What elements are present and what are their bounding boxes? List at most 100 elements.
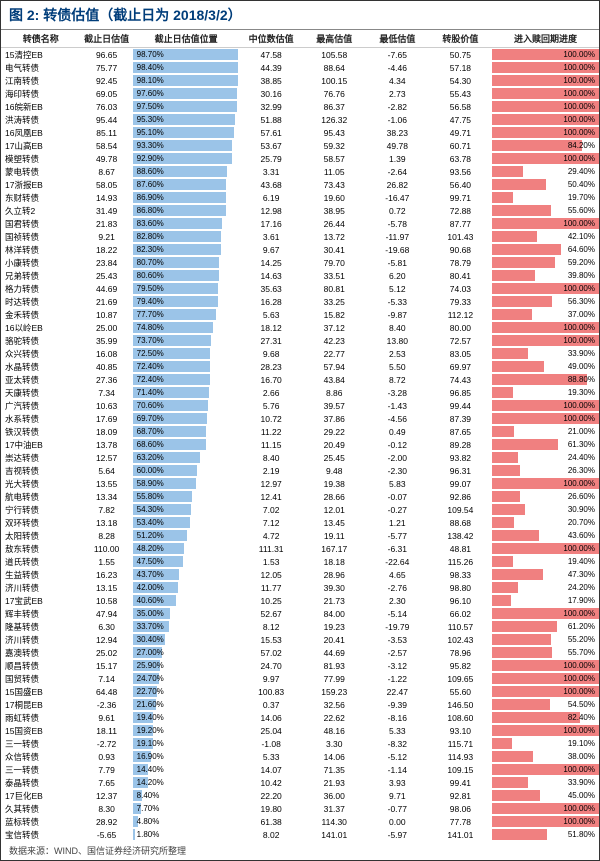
position-bar: 68.70% xyxy=(133,425,240,438)
table-row: 海印转债69.0597.60%30.1676.762.7355.43100.00… xyxy=(1,87,599,100)
val-cell: 47.58 xyxy=(240,48,303,62)
val-cell: 95.43 xyxy=(303,126,366,139)
val-cell: 16.28 xyxy=(240,295,303,308)
val-cell: 57.18 xyxy=(429,61,492,74)
val-cell: 36.00 xyxy=(303,789,366,802)
progress-bar: 19.70% xyxy=(492,191,599,204)
progress-bar: 100.00% xyxy=(492,48,599,62)
val-cell: 37.12 xyxy=(303,321,366,334)
table-row: 16凤凰EB85.1195.10%57.6195.4338.2349.71100… xyxy=(1,126,599,139)
close-val: 9.21 xyxy=(81,230,133,243)
table-row: 隆基转债6.3033.70%8.1219.23-19.79110.5761.20… xyxy=(1,620,599,633)
bond-name: 三一转债 xyxy=(1,737,81,750)
bond-name: 广汽转债 xyxy=(1,399,81,412)
val-cell: 98.33 xyxy=(429,568,492,581)
progress-bar: 100.00% xyxy=(492,113,599,126)
val-cell: 39.30 xyxy=(303,581,366,594)
val-cell: -19.68 xyxy=(366,243,429,256)
val-cell: 60.71 xyxy=(429,139,492,152)
val-cell: 71.35 xyxy=(303,763,366,776)
close-val: 5.64 xyxy=(81,464,133,477)
position-bar: 21.60% xyxy=(133,698,240,711)
val-cell: 21.73 xyxy=(303,594,366,607)
progress-bar: 20.70% xyxy=(492,516,599,529)
table-row: 广汽转债10.6370.60%5.7639.57-1.4399.44100.00… xyxy=(1,399,599,412)
table-row: 兄弟转债25.4380.60%14.6333.516.2080.4139.80% xyxy=(1,269,599,282)
val-cell: 87.65 xyxy=(429,425,492,438)
close-val: 18.09 xyxy=(81,425,133,438)
table-row: 金禾转债10.8777.70%5.6315.82-9.87112.1237.00… xyxy=(1,308,599,321)
bond-name: 水晶转债 xyxy=(1,360,81,373)
val-cell: -3.53 xyxy=(366,633,429,646)
val-cell: 146.50 xyxy=(429,698,492,711)
table-row: 模塑转债49.7892.90%25.7958.571.3963.78100.00… xyxy=(1,152,599,165)
val-cell: -9.87 xyxy=(366,308,429,321)
position-bar: 80.60% xyxy=(133,269,240,282)
val-cell: 115.26 xyxy=(429,555,492,568)
table-row: 17山高EB58.5493.30%53.6759.3249.7860.7184.… xyxy=(1,139,599,152)
position-bar: 95.10% xyxy=(133,126,240,139)
table-row: 国君转债21.8383.60%17.1626.44-5.7887.77100.0… xyxy=(1,217,599,230)
close-val: 75.77 xyxy=(81,61,133,74)
progress-bar: 100.00% xyxy=(492,542,599,555)
table-row: 15清控EB96.6598.70%47.58105.58-7.6550.7510… xyxy=(1,48,599,62)
val-cell: 14.25 xyxy=(240,256,303,269)
val-cell: 53.67 xyxy=(240,139,303,152)
val-cell: 13.45 xyxy=(303,516,366,529)
progress-bar: 19.10% xyxy=(492,737,599,750)
table-row: 崇达转债12.5763.20%8.4025.45-2.0093.8224.40% xyxy=(1,451,599,464)
val-cell: 3.31 xyxy=(240,165,303,178)
val-cell: 12.01 xyxy=(303,503,366,516)
progress-bar: 29.40% xyxy=(492,165,599,178)
progress-bar: 54.50% xyxy=(492,698,599,711)
position-bar: 86.80% xyxy=(133,204,240,217)
close-val: 18.22 xyxy=(81,243,133,256)
val-cell: 79.33 xyxy=(429,295,492,308)
val-cell: 98.06 xyxy=(429,802,492,815)
val-cell: 69.97 xyxy=(429,360,492,373)
position-bar: 77.70% xyxy=(133,308,240,321)
fig-prefix: 图 2: xyxy=(9,7,39,23)
val-cell: 95.82 xyxy=(429,659,492,672)
position-bar: 27.00% xyxy=(133,646,240,659)
table-row: 17浙报EB58.0587.60%43.6873.4326.8256.4050.… xyxy=(1,178,599,191)
val-cell: 5.63 xyxy=(240,308,303,321)
bond-name: 17巨化EB xyxy=(1,789,81,802)
position-bar: 55.80% xyxy=(133,490,240,503)
close-val: 96.65 xyxy=(81,48,133,62)
table-row: 双环转债13.1853.40%7.1213.451.2188.6820.70% xyxy=(1,516,599,529)
val-cell: 21.93 xyxy=(303,776,366,789)
val-cell: 99.44 xyxy=(429,399,492,412)
bond-name: 蒙电转债 xyxy=(1,165,81,178)
close-val: 69.05 xyxy=(81,87,133,100)
position-bar: 48.20% xyxy=(133,542,240,555)
val-cell: 32.99 xyxy=(240,100,303,113)
progress-bar: 100.00% xyxy=(492,74,599,87)
close-val: 14.93 xyxy=(81,191,133,204)
val-cell: 101.43 xyxy=(429,230,492,243)
close-val: 6.30 xyxy=(81,620,133,633)
table-row: 17宝武EB10.5840.60%10.2521.732.3096.1017.9… xyxy=(1,594,599,607)
val-cell: 11.77 xyxy=(240,581,303,594)
val-cell: 22.20 xyxy=(240,789,303,802)
val-cell: 100.15 xyxy=(303,74,366,87)
bond-name: 济川转债 xyxy=(1,633,81,646)
val-cell: -4.56 xyxy=(366,412,429,425)
val-cell: 14.07 xyxy=(240,763,303,776)
val-cell: 38.23 xyxy=(366,126,429,139)
table-row: 16皖新EB76.0397.50%32.9986.37-2.8256.58100… xyxy=(1,100,599,113)
close-val: 8.67 xyxy=(81,165,133,178)
bond-name: 江南转债 xyxy=(1,74,81,87)
table-row: 雨虹转债9.6119.40%14.0622.62-8.16108.6082.40… xyxy=(1,711,599,724)
progress-bar: 26.60% xyxy=(492,490,599,503)
close-val: 31.49 xyxy=(81,204,133,217)
val-cell: 2.53 xyxy=(366,347,429,360)
val-cell: 33.25 xyxy=(303,295,366,308)
close-val: 85.11 xyxy=(81,126,133,139)
bond-name: 久其转债 xyxy=(1,802,81,815)
val-cell: 112.12 xyxy=(429,308,492,321)
bond-name: 17山高EB xyxy=(1,139,81,152)
close-val: 13.55 xyxy=(81,477,133,490)
val-cell: 19.60 xyxy=(303,191,366,204)
val-cell: -5.78 xyxy=(366,217,429,230)
